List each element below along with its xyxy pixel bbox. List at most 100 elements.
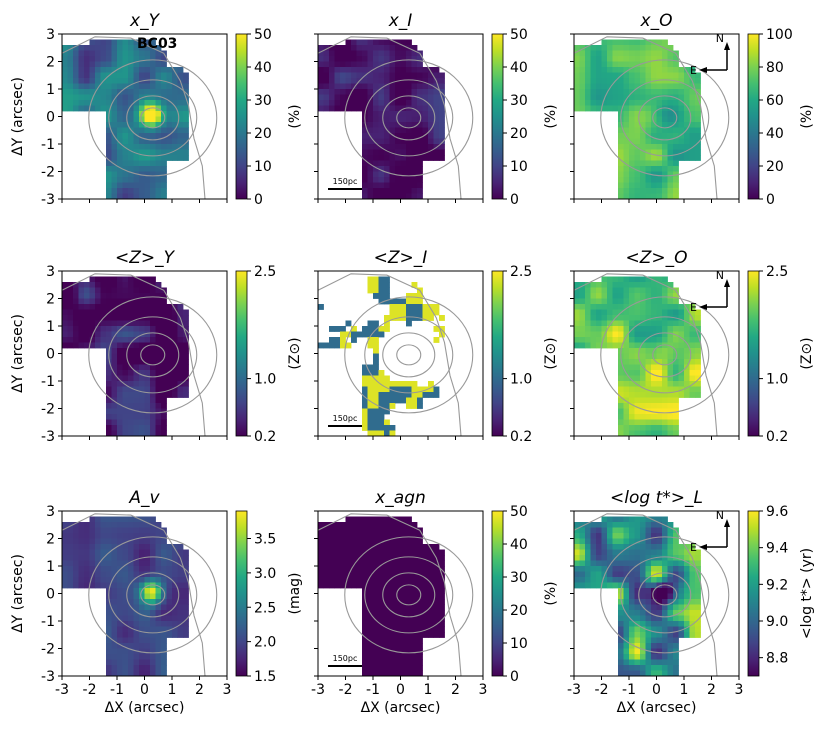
heatmap-cell xyxy=(177,326,184,332)
heatmap-cell xyxy=(406,138,412,145)
heatmap-cell xyxy=(651,665,657,671)
heatmap-cell xyxy=(629,392,635,398)
heatmap-cell xyxy=(334,78,341,84)
heatmap-cell xyxy=(433,632,440,638)
heatmap-cell xyxy=(651,610,657,616)
heatmap-cell xyxy=(133,105,140,112)
heatmap-cell xyxy=(667,527,674,534)
heatmap-cell xyxy=(373,116,379,123)
heatmap-cell xyxy=(406,538,412,545)
heatmap-cell xyxy=(684,133,690,139)
heatmap-cell xyxy=(111,39,118,46)
heatmap-cell xyxy=(117,522,123,528)
heatmap-cell xyxy=(150,533,156,539)
heatmap-cell xyxy=(612,577,619,583)
heatmap-cell xyxy=(345,566,352,572)
heatmap-cell xyxy=(596,577,602,583)
heatmap-cell xyxy=(133,320,140,327)
heatmap-cell xyxy=(111,160,118,167)
heatmap-cell xyxy=(428,593,434,600)
heatmap-cell xyxy=(144,133,151,139)
heatmap-cell xyxy=(78,282,85,288)
heatmap-cell xyxy=(411,381,418,387)
heatmap-cell xyxy=(378,182,385,189)
heatmap-cell xyxy=(673,138,679,145)
heatmap-cell xyxy=(695,621,701,627)
heatmap-cell xyxy=(367,643,374,649)
heatmap-cell xyxy=(640,392,646,398)
heatmap-cell xyxy=(400,144,407,150)
heatmap-cell xyxy=(623,72,630,79)
heatmap-cell xyxy=(133,516,140,523)
heatmap-cell xyxy=(111,566,118,572)
heatmap-cell xyxy=(439,72,445,79)
heatmap-cell xyxy=(373,188,379,194)
heatmap-cell xyxy=(144,45,151,51)
heatmap-cell xyxy=(139,386,145,393)
heatmap-cell xyxy=(117,648,123,655)
heatmap-cell xyxy=(411,654,418,660)
heatmap-cell xyxy=(629,72,635,79)
colorbar-tick-label: 0 xyxy=(510,669,519,685)
heatmap-cell xyxy=(155,94,162,101)
heatmap-cell xyxy=(183,386,189,393)
heatmap-cell xyxy=(128,577,134,583)
heatmap-cell xyxy=(684,604,690,611)
heatmap-cell xyxy=(84,544,90,550)
heatmap-cell xyxy=(695,359,701,365)
heatmap-cell xyxy=(640,144,646,150)
contour-line xyxy=(364,79,454,157)
heatmap-cell xyxy=(84,555,90,561)
heatmap-cell xyxy=(345,577,352,583)
heatmap-cell xyxy=(373,403,379,409)
heatmap-cell xyxy=(334,571,341,578)
heatmap-cell xyxy=(367,111,374,117)
heatmap-cell xyxy=(166,72,173,79)
heatmap-cell xyxy=(106,414,112,420)
heatmap-cell xyxy=(634,100,641,106)
heatmap-cell xyxy=(656,45,663,51)
heatmap-cell xyxy=(150,342,156,349)
heatmap-cell xyxy=(623,182,630,189)
heatmap-cell xyxy=(139,56,145,62)
heatmap-cell xyxy=(133,94,140,101)
heatmap-cell xyxy=(634,78,641,84)
heatmap-cell xyxy=(585,315,591,321)
heatmap-cell xyxy=(607,50,613,57)
heatmap-cell xyxy=(395,593,401,600)
heatmap-cell xyxy=(433,604,440,611)
heatmap-cell xyxy=(684,144,690,150)
heatmap-cell xyxy=(651,337,657,343)
heatmap-cell xyxy=(640,414,646,420)
heatmap-cell xyxy=(106,342,112,349)
heatmap-cell xyxy=(667,632,674,638)
heatmap-cell xyxy=(172,309,178,316)
heatmap-cell xyxy=(117,577,123,583)
heatmap-cell xyxy=(128,138,134,145)
heatmap-cell xyxy=(384,632,390,638)
heatmap-cell xyxy=(411,632,418,638)
heatmap-cell xyxy=(144,375,151,382)
heatmap-cell xyxy=(122,116,129,123)
heatmap-cell xyxy=(84,67,90,73)
heatmap-cell xyxy=(662,665,668,671)
heatmap-cell xyxy=(161,359,167,365)
heatmap-cell xyxy=(139,419,145,426)
heatmap-cell xyxy=(378,370,385,376)
heatmap-cell xyxy=(111,144,118,150)
heatmap-cell xyxy=(400,538,407,545)
heatmap-cell xyxy=(400,555,407,561)
heatmap-cell xyxy=(574,555,580,561)
heatmap-cell xyxy=(373,193,379,200)
heatmap-cell xyxy=(323,544,330,550)
heatmap-cell xyxy=(362,182,368,189)
heatmap-cell xyxy=(651,408,657,415)
heatmap-cell xyxy=(656,83,663,90)
heatmap-cell xyxy=(139,83,145,90)
heatmap-cell xyxy=(395,100,401,106)
heatmap-cell xyxy=(417,127,423,134)
heatmap-cell xyxy=(667,122,674,128)
heatmap-cell xyxy=(629,353,635,360)
heatmap-cell xyxy=(422,621,429,627)
heatmap-cell xyxy=(150,665,156,671)
